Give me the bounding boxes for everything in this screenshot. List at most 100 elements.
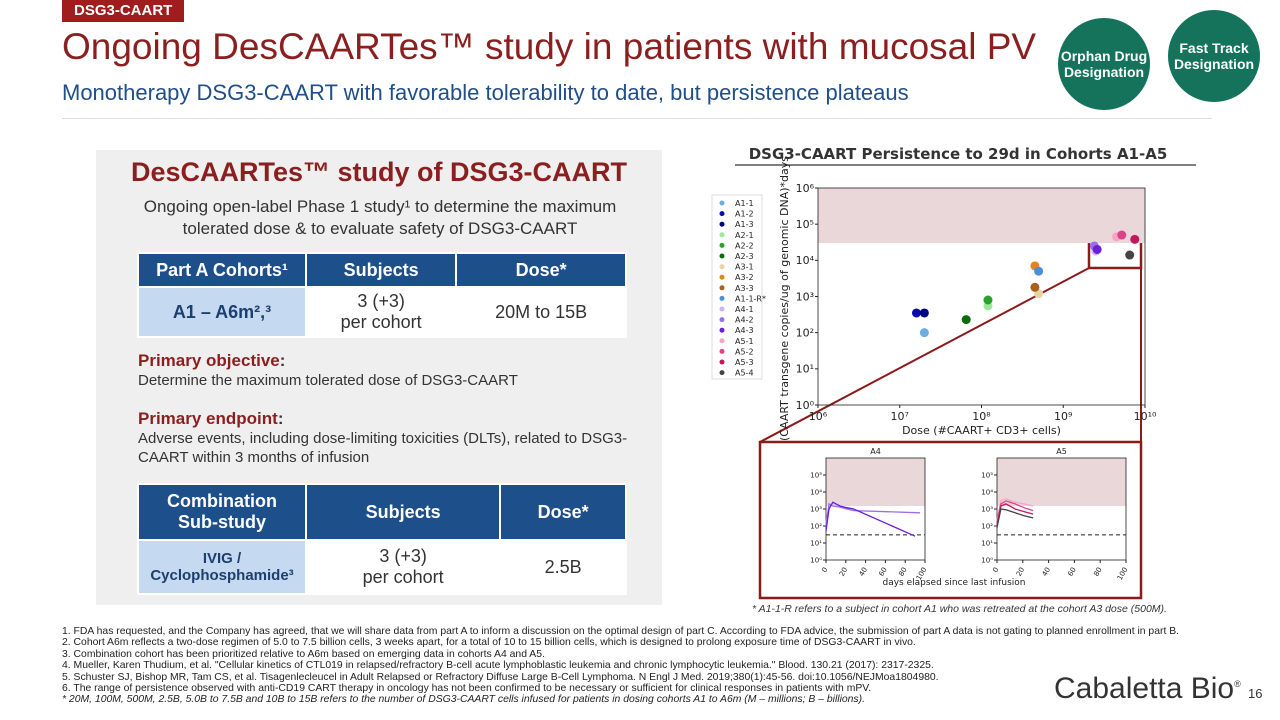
- label: Primary objective: [138, 351, 280, 370]
- legend-marker: [719, 348, 725, 354]
- x-tick-label: 100: [915, 566, 929, 582]
- x-tick-label: 20: [1015, 566, 1026, 578]
- legend-marker: [719, 285, 725, 291]
- point: [1092, 244, 1102, 254]
- y-tick-label: 10⁴: [810, 488, 822, 496]
- legend-label: A1-1: [735, 199, 754, 208]
- series-line: [996, 500, 1034, 524]
- subplot-x-label: days elapsed since last infusion: [883, 578, 1026, 588]
- subplot-title: A5: [1056, 447, 1067, 456]
- legend-label: A1-1-R*: [735, 294, 766, 303]
- point: [1112, 232, 1122, 242]
- logo: Cabaletta Bio®: [1054, 672, 1241, 706]
- x-tick-label: 10⁶: [809, 410, 828, 423]
- legend-marker: [719, 274, 725, 280]
- point: [911, 308, 921, 318]
- study-intro: Ongoing open-label Phase 1 study¹ to det…: [143, 197, 617, 238]
- objective: Primary objective: Determine the maximum…: [138, 351, 638, 390]
- y-tick-label: 10⁵: [810, 471, 822, 479]
- shaded-range: [826, 458, 925, 507]
- text: Determine the maximum tolerated dose of …: [138, 372, 518, 389]
- legend-label: A5-2: [735, 347, 754, 356]
- series-line: [996, 498, 1034, 522]
- y-tick-label: 10²: [810, 522, 822, 530]
- y-tick-label: 10⁶: [796, 182, 815, 195]
- subtitle: Monotherapy DSG3-CAART with favorable to…: [62, 80, 909, 105]
- legend-marker: [719, 253, 725, 259]
- y-tick-label: 10³: [796, 290, 814, 303]
- shaded-range: [997, 458, 1126, 507]
- x-tick-label: 40: [858, 566, 869, 578]
- y-tick-label: 10³: [981, 505, 993, 513]
- text: Adverse events, including dose-limiting …: [138, 430, 628, 466]
- plot-frame: [825, 457, 926, 561]
- legend-marker: [719, 264, 725, 270]
- legend-marker: [719, 359, 725, 365]
- x-tick-label: 40: [1041, 566, 1052, 578]
- label: Primary endpoint: [138, 409, 278, 428]
- footnote: 6. The range of persistence observed wit…: [62, 683, 872, 695]
- legend-label: A3-2: [735, 273, 754, 282]
- y-tick-label: 10¹: [796, 363, 814, 376]
- legend-label: A2-1: [735, 231, 754, 240]
- y-tick-label: 10³: [810, 505, 822, 513]
- legend-frame: [711, 194, 763, 380]
- legend-label: A4-2: [735, 316, 754, 325]
- series-line: [825, 501, 854, 524]
- plot-frame: [996, 457, 1127, 561]
- legend-marker: [719, 370, 725, 376]
- point: [1125, 250, 1135, 260]
- y-tick-label: 10⁵: [796, 218, 814, 231]
- badge: Orphan Drug Designation: [1058, 18, 1150, 110]
- point: [1089, 241, 1099, 251]
- header-cell: Dose*: [455, 252, 627, 288]
- zoom-line: [759, 267, 1090, 443]
- cell: 3 (+3) per cohort: [304, 539, 502, 595]
- point: [919, 328, 929, 338]
- zoom-frame: [758, 440, 1143, 600]
- y-tick-label: 10¹: [810, 539, 822, 547]
- x-tick-label: 80: [1092, 566, 1103, 578]
- point: [1030, 261, 1040, 271]
- footnotes: 1. FDA has requested, and the Company ha…: [62, 626, 1242, 706]
- x-tick-label: 100: [1116, 566, 1130, 582]
- legend-marker: [719, 338, 725, 344]
- header-row: Part A Cohorts¹ Subjects Dose*: [137, 252, 627, 288]
- cell: A1 – A6m²,³: [137, 286, 307, 338]
- point: [1034, 289, 1044, 299]
- point: [1034, 266, 1044, 276]
- tag: DSG3-CAART: [62, 0, 185, 22]
- row: A1 – A6m²,³ 3 (+3) per cohort 20M to 15B: [137, 286, 627, 338]
- y-tick-label: 10⁰: [981, 556, 993, 564]
- legend-marker: [719, 211, 725, 217]
- legend-marker: [719, 317, 725, 323]
- logo-mark: ®: [1234, 679, 1241, 689]
- legend-label: A5-1: [735, 337, 754, 346]
- legend-marker: [719, 232, 725, 238]
- endpoint: Primary endpoint: Adverse events, includ…: [138, 409, 638, 467]
- point: [983, 301, 993, 311]
- x-tick-label: 80: [897, 566, 908, 578]
- header-cell: Subjects: [304, 483, 502, 541]
- x-tick-label: 10⁸: [972, 410, 991, 423]
- legend-label: A4-3: [735, 326, 754, 335]
- point: [1030, 282, 1040, 292]
- point: [1117, 230, 1127, 240]
- legend-label: A5-4: [735, 369, 754, 378]
- footnote: 2. Cohort A6m reflects a two-dose regime…: [62, 637, 916, 649]
- legend-marker: [719, 242, 725, 248]
- y-tick-label: 10²: [981, 522, 993, 530]
- x-tick-label: 60: [877, 566, 888, 578]
- annotation: Range of persistence levels observed wit…: [845, 193, 1131, 224]
- x-tick-label: 10⁹: [1054, 410, 1072, 423]
- row: IVIG / Cyclophosphamide³ 3 (+3) per cohor…: [137, 539, 627, 595]
- page-number: 16: [1248, 686, 1263, 701]
- legend-label: A3-1: [735, 263, 754, 272]
- x-tick-label: 0: [820, 566, 829, 574]
- series-line: [996, 503, 1034, 527]
- logo-text: Cabaletta Bio: [1054, 672, 1235, 705]
- x-tick-label: 20: [838, 566, 849, 578]
- chart-note: * A1-1-R refers to a subject in cohort A…: [752, 603, 1167, 615]
- zoom-box: [1087, 234, 1143, 270]
